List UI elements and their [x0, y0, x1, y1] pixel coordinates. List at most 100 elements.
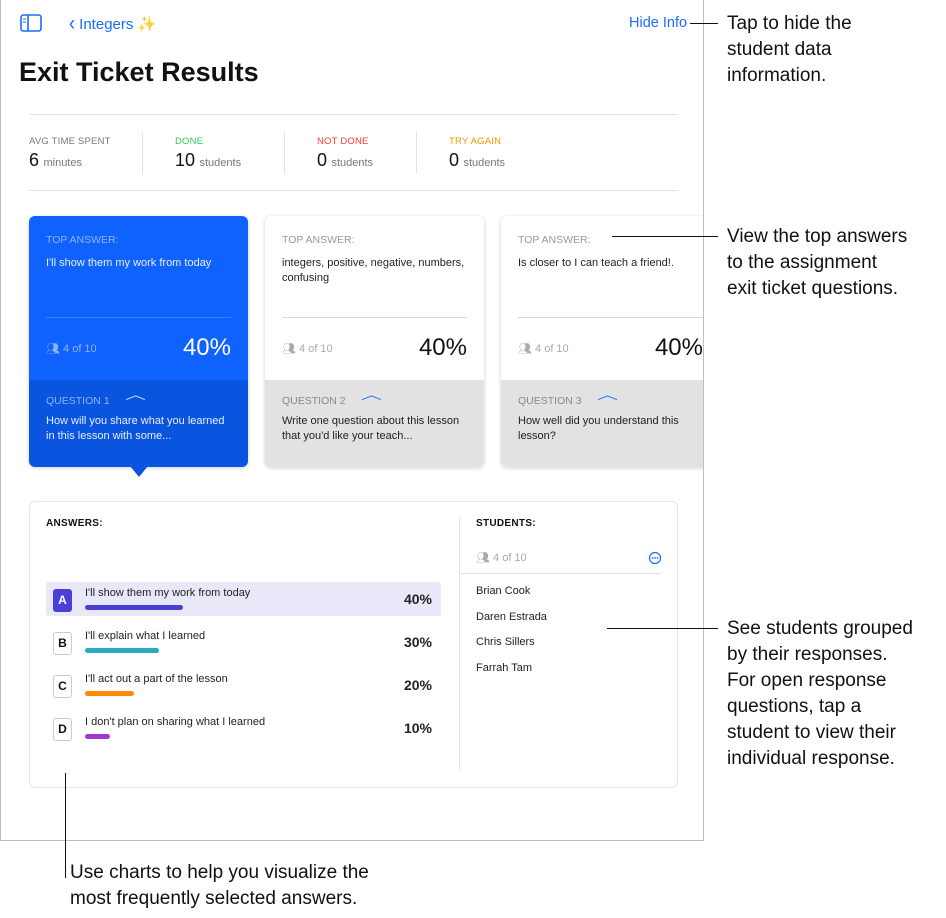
callout-line-text: student data: [727, 39, 832, 60]
students-title: STUDENTS:: [476, 518, 536, 529]
callout-line-text: information.: [727, 65, 827, 86]
question-card-1[interactable]: TOP ANSWER: I'll show them my work from …: [29, 216, 248, 467]
stat-2: NOT DONE 0 students: [317, 136, 373, 171]
stat-unit: students: [463, 157, 506, 169]
answers-panel: [29, 501, 678, 788]
stat-value: 10: [175, 150, 196, 170]
callout-line: [690, 23, 718, 24]
count-label: 4 of 10: [299, 343, 333, 355]
answer-percent: 40%: [403, 591, 432, 607]
stat-0: AVG TIME SPENT 6 minutes: [29, 136, 111, 171]
question-label: QUESTION 1: [46, 395, 110, 407]
answer-text: I'll show them my work from today: [85, 587, 251, 599]
top-answer-percent: 40%: [418, 334, 467, 361]
callout-line-text: View the top answers: [727, 226, 908, 247]
count-label: 4 of 10: [63, 343, 97, 355]
top-answer-text: integers, positive, negative, numbers, c…: [282, 257, 465, 284]
callout-line-text: individual response.: [727, 748, 895, 769]
top-answer-label: TOP ANSWER:: [46, 234, 119, 246]
stat-divider: [142, 132, 143, 174]
stat-unit: students: [331, 157, 374, 169]
answer-text: I'll act out a part of the lesson: [85, 673, 228, 685]
stat-unit: students: [199, 157, 242, 169]
question-card-2[interactable]: TOP ANSWER: integers, positive, negative…: [265, 216, 484, 467]
callout-line-text: most frequently selected answers.: [70, 888, 358, 909]
question-card-3[interactable]: TOP ANSWER: Is closer to I can teach a f…: [501, 216, 703, 467]
callout-line-text: See students grouped: [727, 618, 913, 639]
answer-percent: 30%: [403, 634, 432, 650]
stat-value: 0: [317, 150, 328, 170]
question-text: Write one question about this lesson tha…: [282, 415, 460, 442]
top-answer-text: I'll show them my work from today: [46, 257, 212, 269]
answer-text: I'll explain what I learned: [85, 630, 206, 642]
answer-bar: [85, 691, 134, 696]
callout-hide-info: Tap to hide the student data information.: [727, 11, 852, 89]
stat-divider: [416, 132, 417, 174]
top-answer-percent: 40%: [654, 334, 703, 361]
answer-bar: [85, 734, 110, 739]
answer-letter: A: [53, 589, 72, 612]
back-button[interactable]: ‹ Integers ✨: [69, 10, 157, 35]
answer-row-a[interactable]: A I'll show them my work from today 40%: [46, 582, 441, 616]
stat-divider: [284, 132, 285, 174]
response-count: 👥︎ 4 of 10: [518, 342, 569, 355]
callout-line-text: For open response: [727, 670, 887, 691]
sidebar-toggle-icon[interactable]: [20, 14, 42, 32]
count-label: 4 of 10: [493, 552, 527, 564]
people-icon: 👥︎: [476, 552, 490, 564]
back-label: Integers ✨: [79, 16, 157, 33]
answer-letter: B: [53, 632, 72, 655]
chevron-up-icon[interactable]: ︿: [361, 387, 382, 402]
stat-value: 6: [29, 150, 40, 170]
people-icon: 👥︎: [46, 343, 60, 355]
response-count: 👥︎ 4 of 10: [46, 342, 97, 355]
answer-text: I don't plan on sharing what I learned: [85, 716, 266, 728]
divider: [282, 317, 467, 318]
answer-letter: D: [53, 718, 72, 741]
question-text: How will you share what you learned in t…: [46, 415, 225, 442]
more-options-icon[interactable]: [648, 551, 662, 565]
top-answer-percent: 40%: [182, 334, 231, 361]
callout-line-text: Use charts to help you visualize the: [70, 862, 369, 883]
students-count: 👥︎ 4 of 10: [476, 551, 527, 564]
callout-charts: Use charts to help you visualize the most…: [70, 860, 369, 912]
student-name[interactable]: Brian Cook: [476, 585, 531, 597]
answer-row-c[interactable]: C I'll act out a part of the lesson 20%: [46, 668, 441, 702]
callout-line-text: Tap to hide the: [727, 13, 852, 34]
top-answer-label: TOP ANSWER:: [282, 234, 355, 246]
question-text: How well did you understand this lesson?: [518, 415, 679, 442]
student-name[interactable]: Chris Sillers: [476, 636, 535, 649]
answers-title: ANSWERS:: [46, 518, 103, 529]
divider: [518, 317, 703, 318]
selection-pointer: [130, 466, 148, 477]
top-answer-label: TOP ANSWER:: [518, 234, 591, 246]
student-name[interactable]: Farrah Tam: [476, 662, 533, 675]
callout-line: [612, 236, 718, 237]
answer-bar: [85, 648, 159, 653]
stat-1: DONE 10 students: [175, 136, 241, 171]
callout-line-text: student to view their: [727, 722, 896, 743]
answer-percent: 10%: [403, 720, 432, 736]
hide-info-button[interactable]: Hide Info: [629, 15, 688, 31]
callout-line-text: to the assignment: [727, 252, 877, 273]
callout-students: See students grouped by their responses. F…: [727, 616, 913, 772]
stat-label: NOT DONE: [317, 136, 369, 147]
answer-row-d[interactable]: D I don't plan on sharing what I learned…: [46, 711, 441, 745]
chevron-up-icon[interactable]: ︿: [125, 387, 146, 402]
app-window: ‹ Integers ✨ Hide Info Exit Ticket Resul…: [0, 0, 704, 841]
count-label: 4 of 10: [535, 343, 569, 355]
people-icon: 👥︎: [282, 343, 296, 355]
student-name[interactable]: Daren Estrada: [476, 610, 547, 623]
question-label: QUESTION 3: [518, 395, 582, 407]
callout-line-text: exit ticket questions.: [727, 278, 899, 299]
top-answer-text: Is closer to I can teach a friend!.: [518, 257, 674, 269]
callout-line: [607, 628, 718, 629]
chevron-left-icon: ‹: [69, 10, 75, 35]
page-title: Exit Ticket Results: [19, 57, 259, 87]
stat-label: AVG TIME SPENT: [29, 136, 111, 147]
callout-line-text: questions, tap a: [727, 696, 862, 717]
chevron-up-icon[interactable]: ︿: [597, 387, 618, 402]
answer-row-b[interactable]: B I'll explain what I learned 30%: [46, 625, 441, 659]
callout-line: [65, 773, 66, 878]
callout-line-text: by their responses.: [727, 644, 888, 665]
